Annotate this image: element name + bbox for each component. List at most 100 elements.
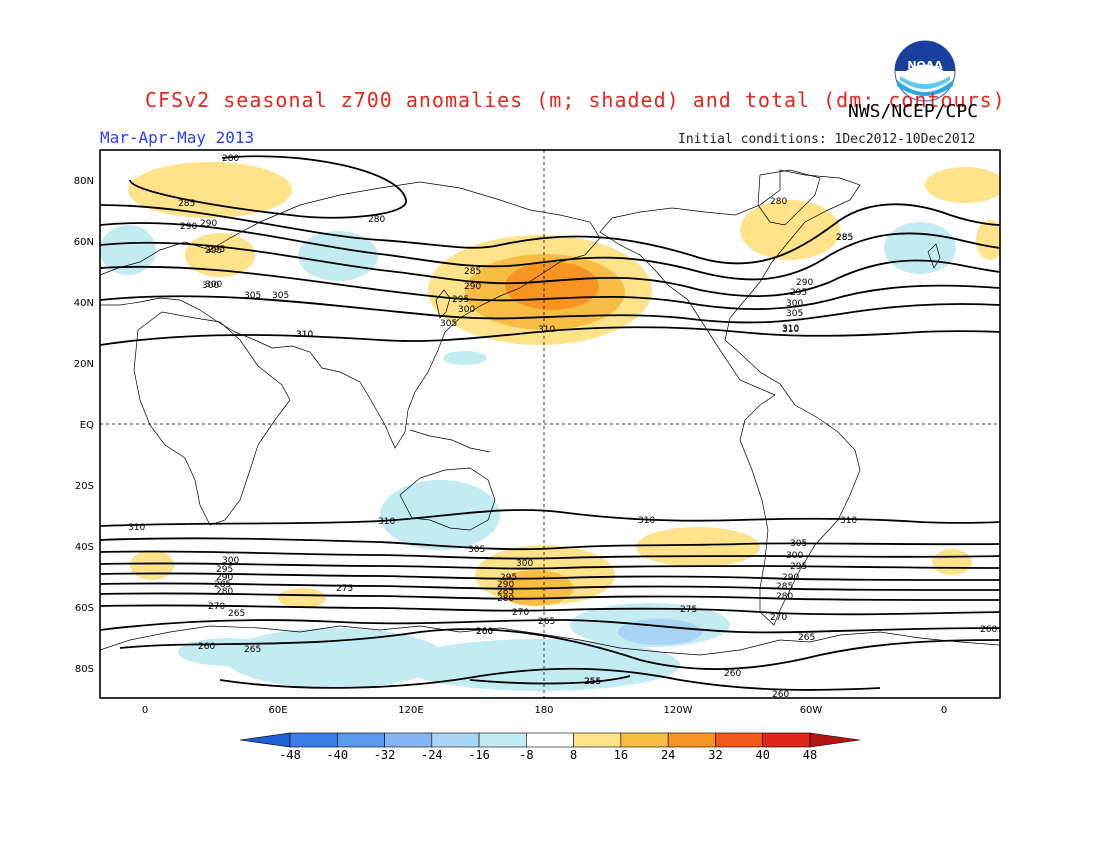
colorbar-tick-label: 40 [756,748,770,762]
anomaly-positive [636,527,760,567]
colorbar-tick-label: 8 [570,748,577,762]
contour-label: 285 [214,580,231,590]
contour-295-south [100,562,1000,570]
contour-label: 285 [836,233,853,243]
contour-label: 305 [786,309,803,319]
contour-label: 305 [272,291,289,301]
colorbar-tick-label: -32 [374,748,396,762]
anomaly-positive [278,588,326,608]
contour-label: 300 [202,281,219,291]
contour-label: 295 [216,565,233,575]
colorbar-tick-label: -48 [279,748,301,762]
contour-label: 295 [205,246,222,256]
contour-label: 310 [638,516,655,526]
contour-label: 280 [497,594,514,604]
contour-270-south [100,604,1000,616]
contour-label: 255 [584,677,601,687]
contour-label: 285 [497,587,514,597]
contour-label: 310 [538,325,555,335]
contour-label: 260 [772,690,789,700]
contour-label: 305 [440,319,457,329]
colorbar-tick-label: 24 [661,748,675,762]
noaa-logo: NOAA [894,40,956,102]
initial-conditions-label: Initial conditions: 1Dec2012-10Dec2012 [678,132,976,147]
lat-tick-label: 40N [74,298,94,309]
colorbar-cell [384,732,433,748]
anomaly-negative [618,619,702,645]
lon-tick-label: 0 [941,705,947,716]
anomaly-negative [884,222,956,274]
contour-305-south [100,537,1000,551]
lat-tick-label: 60S [75,603,94,614]
contour-label: 260 [724,669,741,679]
colorbar-cell [289,732,338,748]
contour-label: 310 [296,330,313,340]
contour-label: 310 [128,523,145,533]
contour-label: 290 [464,282,481,292]
colorbar: -48 -40 -32 -24 -16 -8 8 16 24 32 40 48 [239,732,861,762]
contour-285-north [100,203,1000,265]
longitude-axis: 0 60E 120E 180 120W 60W 0 [142,705,947,716]
anomaly-positive [925,167,1000,203]
agency-label: NWS/NCEP/CPC [848,101,979,122]
contour-label: 290 [497,580,514,590]
contour-label: 310 [782,324,799,334]
contour-305-north [100,295,1000,324]
contour-label: 290 [200,219,217,229]
contour-label: 280 [776,592,793,602]
contour-label: 310 [296,330,313,340]
contour-label: 300 [516,559,533,569]
colorbar-tick-label: -16 [468,748,490,762]
contour-260-south [119,628,1000,670]
contour-label: 270 [770,613,787,623]
colorbar-cell [809,732,861,748]
lon-tick-label: 0 [142,705,148,716]
colorbar-tick-label: -24 [421,748,443,762]
contour-310-south [100,509,1000,527]
contour-label: 270 [512,608,529,618]
contour-label: 305 [468,545,485,555]
contour-label: 290 [796,278,813,288]
contour-label: 280 [770,197,787,207]
contour-label: 255 [584,677,601,687]
contour-280-south [100,592,1000,601]
colorbar-tick-label: 32 [708,748,722,762]
contour-labels: 280 285 290 295 300 305 310 280 285 290 … [128,154,997,700]
contour-label: 300 [786,551,803,561]
contour-label: 280 [216,587,233,597]
contour-label: 305 [244,291,261,301]
contour-290-south [100,572,1000,581]
contour-label: 300 [786,299,803,309]
svg-text:NOAA: NOAA [907,59,943,72]
contour-label: 260 [476,627,493,637]
contour-label: 275 [336,584,353,594]
colorbar-tick-label: -8 [519,748,533,762]
colorbar-tick-label: 48 [803,748,817,762]
contour-label: 285 [178,199,195,209]
colorbar-tick-label: 16 [614,748,628,762]
anomaly-negative [178,638,278,666]
contour-label: 310 [782,325,799,335]
contour-label: 260 [476,627,493,637]
contour-label: 290 [180,222,197,232]
colorbar-cell [478,732,527,748]
lat-tick-label: 80N [74,176,94,187]
lat-tick-label: 60N [74,237,94,248]
colorbar-cell [573,732,622,748]
contour-label: 290 [216,573,233,583]
colorbar-cell [667,732,716,748]
anomaly-positive [130,550,174,580]
contour-label: 285 [464,267,481,277]
contour-310-north [100,326,1000,346]
lat-tick-label: 80S [75,664,94,675]
contour-300-south [100,550,1000,560]
coast-africa [133,311,291,526]
contour-label: 305 [790,539,807,549]
contour-label: 300 [205,280,222,290]
colorbar-cell [526,732,574,748]
colorbar-cell [620,732,669,748]
contour-label: 280 [368,215,385,225]
lat-tick-label: EQ [80,420,94,431]
anomaly-positive [128,162,292,218]
